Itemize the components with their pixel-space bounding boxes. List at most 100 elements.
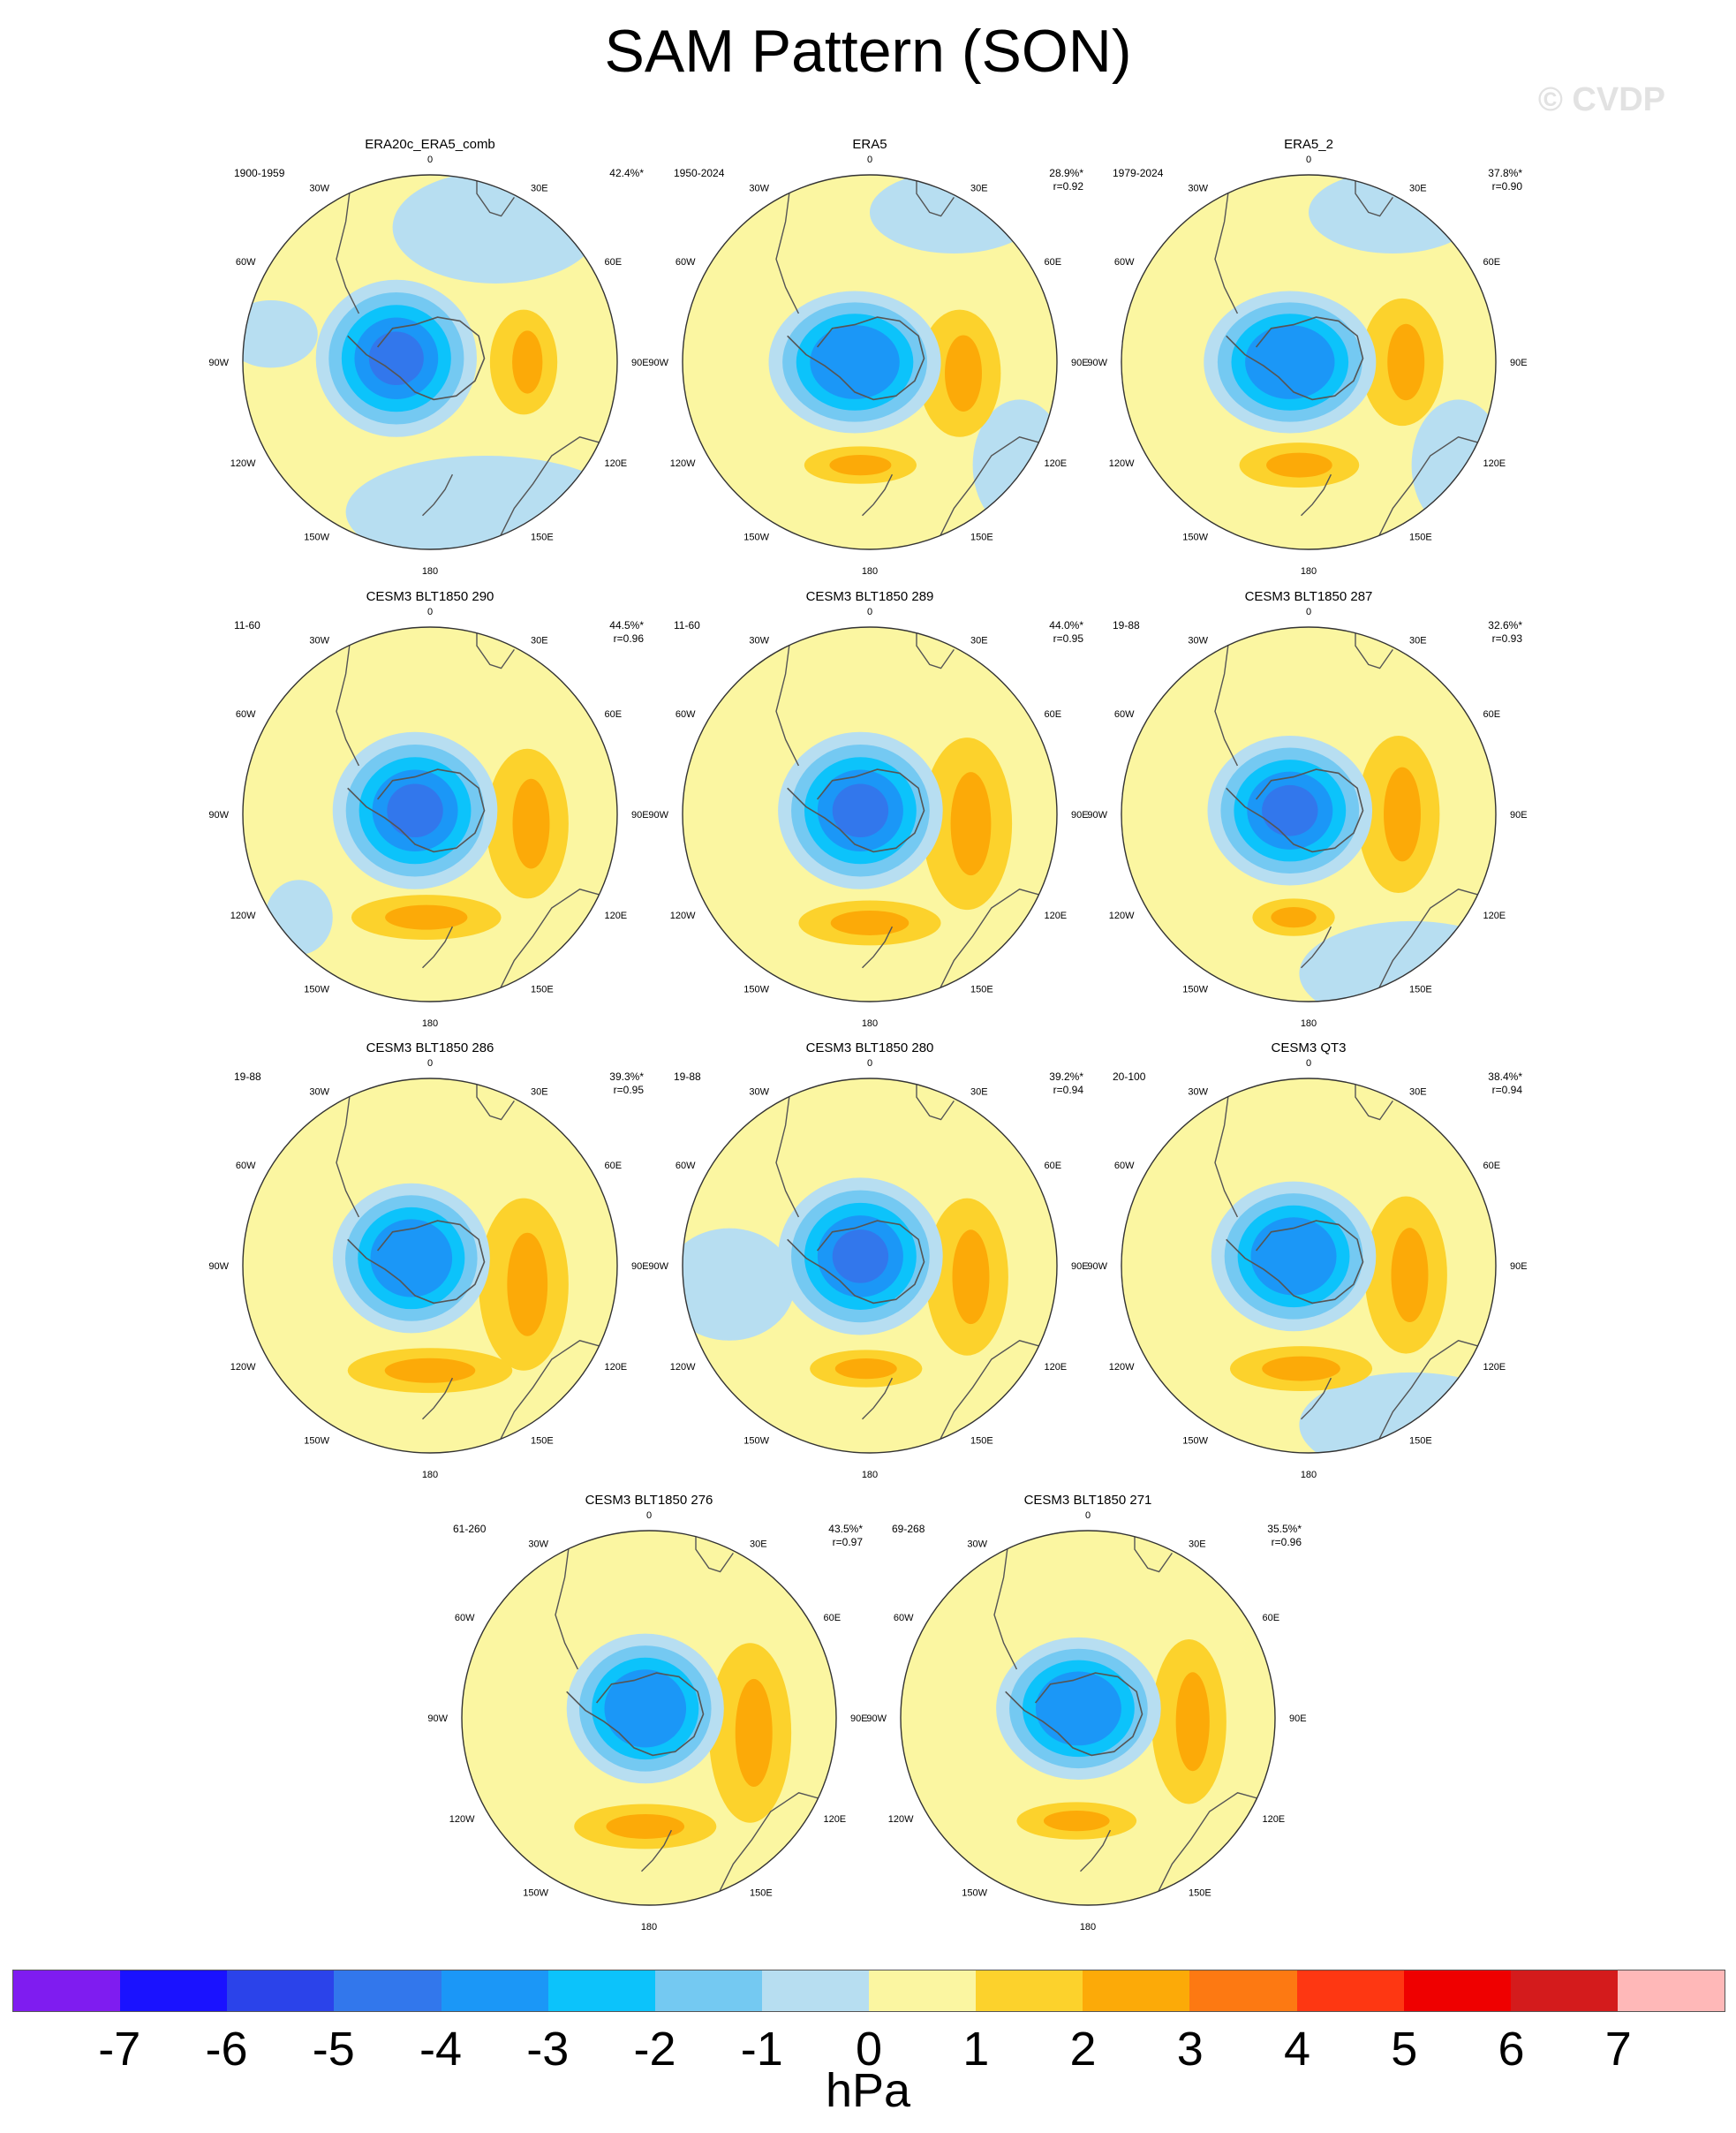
figure-title: SAM Pattern (SON) [604, 18, 1132, 85]
panel-title: ERA5_2 [1284, 137, 1333, 152]
panel-title: CESM3 BLT1850 289 [806, 589, 934, 604]
panel-years: 19-88 [674, 1070, 701, 1083]
south-america-coastline [336, 1082, 360, 1218]
longitude-label: 120W [670, 458, 696, 469]
field-contours [1121, 1078, 1496, 1453]
map-panel: 0 30E 60E 90E 120E 150E 180 150W 120W 90W 60W 30W CE… [1087, 1040, 1527, 1480]
panel-correlation: r=0.96 [614, 632, 645, 645]
longitude-label: 60E [823, 1613, 841, 1623]
new-zealand-coastline [862, 926, 894, 969]
longitude-label: 60E [1483, 257, 1500, 268]
panel-variance-pct: 43.5%* [828, 1523, 863, 1535]
longitude-label: 150W [743, 984, 769, 995]
longitude-label: 150E [970, 984, 993, 995]
antarctica-coastline [1226, 316, 1364, 401]
africa-coastline [476, 627, 515, 669]
longitude-label: 150W [743, 1435, 769, 1446]
panel-title: CESM3 BLT1850 280 [806, 1040, 934, 1055]
longitude-label: 180 [641, 1922, 657, 1933]
longitude-label: 0 [427, 155, 433, 165]
longitude-label: 150W [962, 1887, 987, 1898]
australia-coastline [713, 1792, 833, 1902]
longitude-label: 0 [867, 607, 872, 617]
longitude-label: 90E [1510, 358, 1528, 368]
map-panel: 0 30E 60E 90E 120E 150E 180 150W 120W 90W 60W 30W CE… [208, 589, 648, 1029]
longitude-label: 90W [648, 358, 668, 368]
panel-variance-pct: 39.2%* [1049, 1070, 1083, 1083]
colorbar-tick-label: 1 [962, 2023, 990, 2076]
panel-correlation: r=0.94 [1492, 1084, 1523, 1096]
panel-variance-pct: 32.6%* [1488, 619, 1522, 632]
antarctica-coastline [1226, 1220, 1364, 1305]
longitude-label: 30W [749, 636, 769, 647]
longitude-label: 90W [866, 1713, 887, 1724]
africa-coastline [476, 175, 515, 217]
longitude-label: 30E [531, 1087, 548, 1098]
longitude-label: 90W [427, 1713, 448, 1724]
longitude-label: 90E [850, 1713, 868, 1724]
panel-correlation: r=0.93 [1492, 632, 1523, 645]
longitude-label: 150W [523, 1887, 548, 1898]
australia-coastline [1152, 1792, 1272, 1902]
map-border [242, 626, 618, 1002]
map-border [461, 1530, 837, 1906]
watermark: © CVDP [1537, 81, 1665, 118]
longitude-label: 0 [1085, 1510, 1091, 1521]
africa-coastline [1134, 1531, 1173, 1573]
panel-years: 11-60 [234, 619, 260, 632]
panel-title: CESM3 BLT1850 287 [1245, 589, 1373, 604]
longitude-label: 30W [967, 1539, 987, 1550]
longitude-label: 60E [1044, 1161, 1061, 1171]
africa-coastline [695, 1531, 734, 1573]
field-contours [243, 175, 617, 549]
map-panel: 0 30E 60E 90E 120E 150E 180 150W 120W 90W 60W 30W CE… [866, 1493, 1306, 1933]
longitude-label: 150E [1189, 1887, 1211, 1898]
panel-years: 69-268 [892, 1523, 925, 1535]
colorbar-swatch [976, 1970, 1083, 2011]
australia-coastline [934, 1340, 1053, 1450]
colorbar-tick-label: -5 [312, 2023, 355, 2076]
africa-coastline [1355, 175, 1393, 217]
colorbar-tick-label: -2 [633, 2023, 676, 2076]
longitude-label: 150E [531, 984, 554, 995]
longitude-label: 0 [1306, 607, 1311, 617]
longitude-label: 120W [1109, 911, 1135, 921]
longitude-label: 60E [604, 257, 622, 268]
longitude-label: 180 [422, 1018, 438, 1029]
longitude-label: 150W [1182, 532, 1208, 542]
panel-variance-pct: 42.4%* [609, 167, 644, 179]
south-america-coastline [1214, 631, 1239, 767]
panel-variance-pct: 39.3%* [609, 1070, 644, 1083]
new-zealand-coastline [1301, 473, 1332, 517]
map-border [682, 174, 1058, 550]
colorbar-tick-label: -4 [419, 2023, 463, 2076]
panel-title: CESM3 BLT1850 271 [1024, 1493, 1152, 1508]
colorbar-tick-label: 6 [1498, 2023, 1525, 2076]
panel-title: ERA5 [852, 137, 887, 152]
panel-variance-pct: 35.5%* [1267, 1523, 1302, 1535]
longitude-label: 180 [1301, 1018, 1317, 1029]
field-contours [1121, 627, 1496, 1002]
longitude-label: 0 [427, 607, 433, 617]
africa-coastline [1355, 627, 1393, 669]
colorbar-tick-label: 7 [1604, 2023, 1632, 2076]
longitude-label: 150W [304, 1435, 329, 1446]
longitude-label: 180 [862, 1018, 878, 1029]
colorbar-swatch [1403, 1970, 1511, 2011]
colorbar-tick-label: -1 [740, 2023, 783, 2076]
longitude-label: 150W [1182, 984, 1208, 995]
longitude-label: 30W [1188, 636, 1208, 647]
longitude-label: 150W [1182, 1435, 1208, 1446]
panel-title: CESM3 BLT1850 290 [366, 589, 494, 604]
colorbar-swatch [1189, 1970, 1297, 2011]
australia-coastline [1373, 436, 1492, 547]
longitude-label: 30E [1409, 1087, 1427, 1098]
panel-correlation: r=0.94 [1053, 1084, 1084, 1096]
map-panel: 0 30E 60E 90E 120E 150E 180 150W 120W 90W 60W 30W CE… [427, 1493, 867, 1933]
australia-coastline [1373, 889, 1492, 999]
longitude-label: 120E [1262, 1814, 1285, 1825]
longitude-label: 30W [749, 1087, 769, 1098]
south-america-coastline [993, 1534, 1018, 1670]
colorbar-swatch [761, 1970, 869, 2011]
